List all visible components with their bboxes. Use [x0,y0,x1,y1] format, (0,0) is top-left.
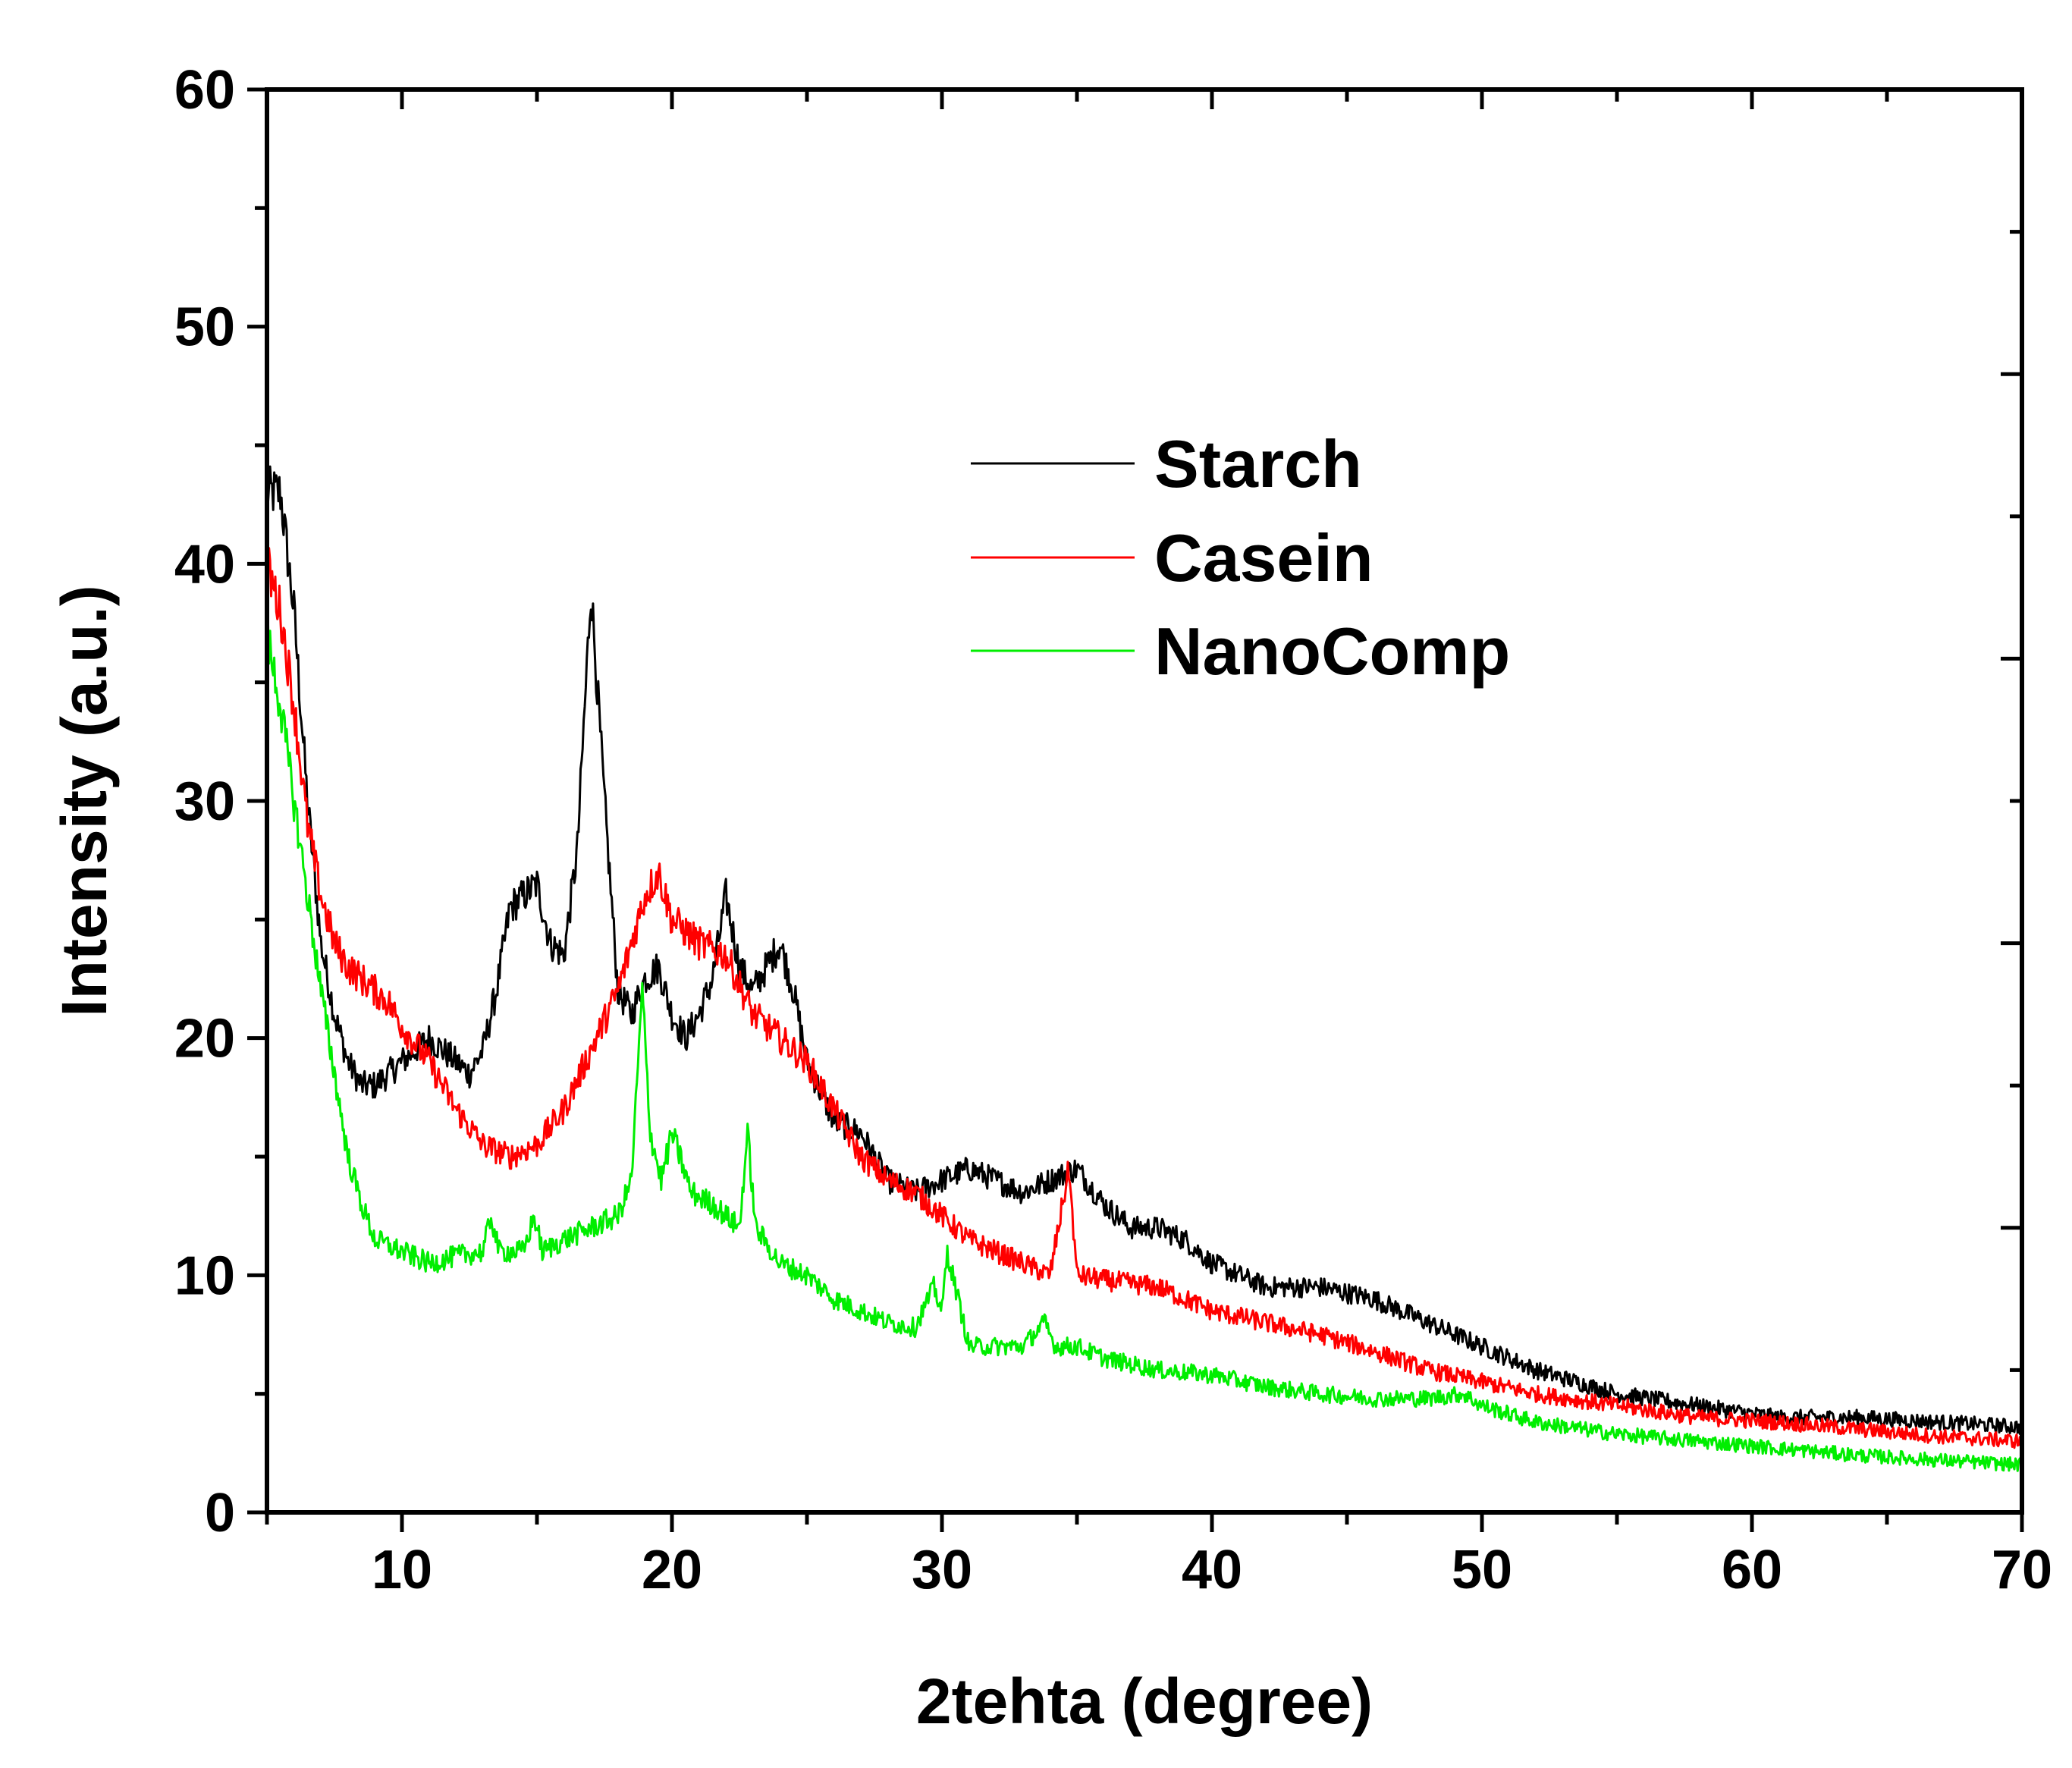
y-tick-label: 30 [174,771,235,832]
legend-label-starch: Starch [1154,426,1362,501]
y-tick-label: 0 [205,1483,235,1543]
y-axis-title: Intensity (a.u.) [49,585,120,1016]
x-axis-title: 2tehta (degree) [916,1666,1373,1737]
x-tick-label: 60 [1722,1540,1782,1600]
y-tick-label: 40 [174,534,235,595]
series-line-nanocomp [265,620,2023,1472]
y-tick-label: 50 [174,297,235,358]
plot-frame [265,87,2024,1515]
x-tick-label: 50 [1452,1540,1512,1600]
legend-label-nanocomp: NanoComp [1154,614,1510,689]
series-layer [265,465,2023,1472]
x-tick-label: 30 [912,1540,972,1600]
legend: Starch Casein NanoComp [971,426,1510,689]
series-line-casein [266,547,2023,1449]
legend-label-casein: Casein [1154,520,1373,595]
tick-labels: 10 20 30 40 50 60 70 0 10 20 30 40 50 60 [174,60,2052,1600]
y-tick-label: 60 [174,60,235,121]
y-tick-label: 10 [174,1245,235,1306]
x-tick-label: 70 [1992,1540,2052,1600]
ticks-layer [247,87,2024,1532]
x-tick-label: 40 [1182,1540,1242,1600]
x-tick-label: 10 [372,1540,432,1600]
x-tick-label: 20 [642,1540,702,1600]
series-line-starch [265,465,2023,1435]
y-tick-label: 20 [174,1009,235,1069]
